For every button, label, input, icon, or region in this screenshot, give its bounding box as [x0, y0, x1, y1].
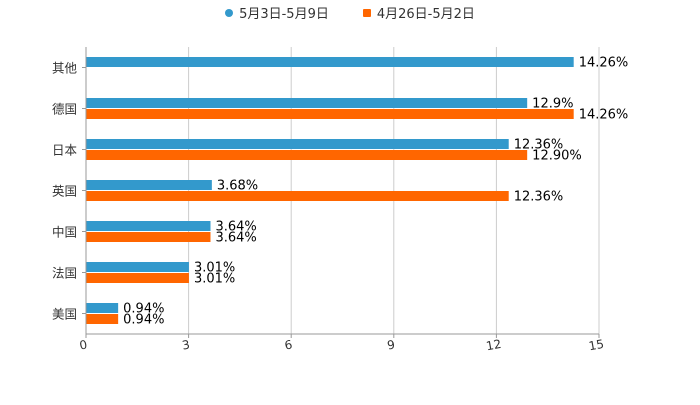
data-label: 12.90% [532, 149, 582, 164]
data-label: 3.01% [194, 261, 235, 276]
data-label: 12.36% [514, 138, 564, 153]
legend-item-series-1[interactable]: 5月3日-5月9日 [225, 3, 329, 22]
data-label: 12.36% [514, 190, 564, 205]
data-label: 14.26% [579, 56, 629, 71]
x-tick-label: 6 [284, 338, 294, 353]
legend-marker-series-1 [225, 8, 234, 17]
grid-lines [188, 47, 600, 334]
bar [86, 314, 119, 324]
data-label: 14.26% [579, 108, 629, 123]
legend-item-series-2[interactable]: 4月26日-5月2日 [362, 3, 475, 22]
bar [86, 139, 509, 149]
bar [86, 109, 574, 119]
bar [86, 273, 189, 283]
bar [86, 98, 528, 108]
bar [86, 232, 211, 242]
bar [86, 191, 509, 201]
x-tick-label: 9 [386, 338, 396, 353]
y-tick-label: 法国 [52, 266, 77, 281]
bar [86, 150, 528, 160]
bar [86, 303, 119, 313]
x-tick-label: 0 [78, 338, 88, 353]
y-tick-label: 中国 [52, 225, 77, 240]
x-tick-label: 3 [181, 338, 191, 353]
y-tick-label: 英国 [52, 184, 77, 199]
legend-label-series-1: 5月3日-5月9日 [239, 7, 329, 22]
bar [86, 262, 189, 272]
x-tick-label: 15 [588, 337, 605, 353]
y-tick-label: 日本 [52, 143, 78, 158]
y-tick-label: 其他 [52, 61, 78, 76]
data-label: 3.01% [194, 272, 235, 287]
data-labels: 14.26%12.9%14.26%12.36%12.90%3.68%12.36%… [123, 56, 628, 328]
data-label: 3.64% [215, 220, 256, 235]
legend-marker-series-2 [362, 8, 371, 17]
data-label: 3.64% [215, 231, 256, 246]
data-label: 0.94% [123, 302, 164, 317]
y-tick-label: 德国 [52, 102, 77, 117]
legend: 5月3日-5月9日 4月26日-5月2日 [0, 3, 700, 22]
bars [86, 57, 574, 324]
y-tick-label: 美国 [52, 307, 77, 322]
x-tick-label: 12 [485, 337, 502, 353]
bar [86, 57, 574, 67]
data-label: 0.94% [123, 313, 164, 328]
bar [86, 180, 212, 190]
data-label: 12.9% [532, 97, 573, 112]
data-label: 3.68% [217, 179, 258, 194]
bar [86, 221, 211, 231]
legend-label-series-2: 4月26日-5月2日 [376, 7, 475, 22]
